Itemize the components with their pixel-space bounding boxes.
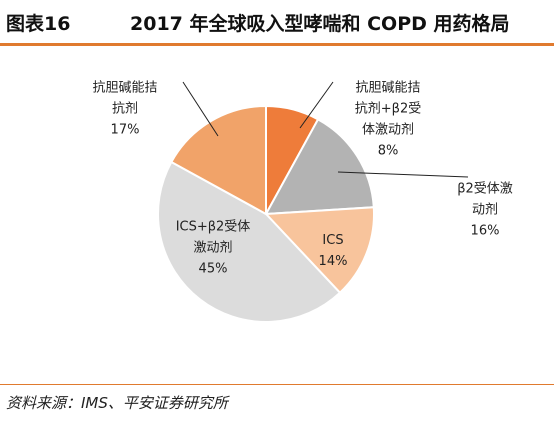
category-label-4: ICS+β2受体 — [176, 220, 251, 235]
category-label-5: 抗胆碱能拮 — [92, 81, 157, 96]
category-label-4: 激动剂 — [193, 241, 232, 256]
category-label-1: 抗胆碱能拮 — [355, 81, 420, 96]
category-label-3: ICS — [322, 233, 343, 248]
pie-slice-5 — [170, 104, 267, 216]
footer-divider — [0, 384, 554, 385]
category-label-1: 体激动剂 — [362, 123, 414, 138]
source-note: 资料来源：IMS、平安证券研究所 — [6, 394, 228, 412]
figure-label: 图表16 — [6, 13, 71, 35]
pie-slice-2 — [264, 118, 375, 216]
pie-slices — [157, 104, 375, 323]
data-label-3: 14% — [319, 254, 348, 269]
data-label-4: 45% — [199, 262, 228, 277]
category-label-2: β2受体激 — [457, 182, 513, 197]
data-label-2: 16% — [471, 224, 500, 239]
leader-line-5 — [182, 81, 219, 137]
data-label-1: 8% — [378, 144, 399, 159]
data-label-5: 17% — [111, 123, 140, 138]
figure-header: 图表16 2017 年全球吸入型哮喘和 COPD 用药格局 — [0, 0, 554, 44]
header-divider — [0, 43, 554, 46]
pie-slice-3 — [263, 206, 375, 295]
chart-title: 2017 年全球吸入型哮喘和 COPD 用药格局 — [130, 13, 510, 35]
category-label-5: 抗剂 — [112, 102, 138, 117]
category-label-1: 抗剂+β2受 — [355, 102, 421, 117]
leader-line-1 — [299, 81, 334, 129]
leader-line-2 — [337, 171, 469, 178]
category-label-2: 动剂 — [472, 203, 498, 218]
leader-lines — [182, 81, 469, 178]
pie-slice-4 — [157, 160, 342, 323]
